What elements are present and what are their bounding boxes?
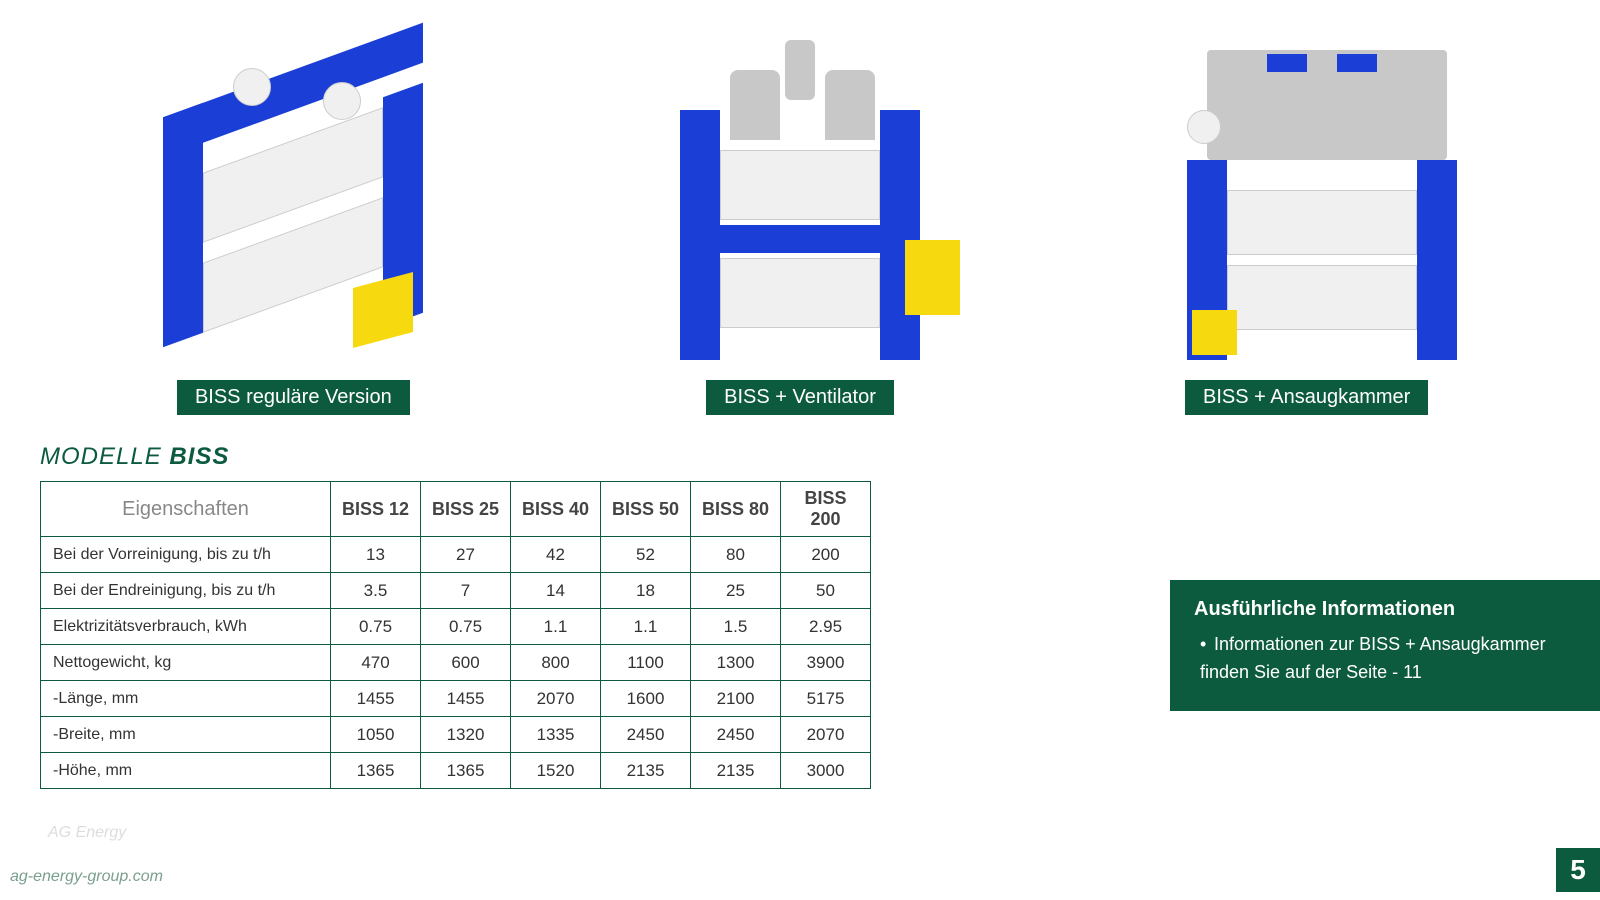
machine-label-3: BISS + Ansaugkammer bbox=[1185, 380, 1428, 415]
prop-cell: Bei der Vorreinigung, bis zu t/h bbox=[41, 537, 331, 573]
val-cell: 13 bbox=[331, 537, 421, 573]
prop-cell: Nettogewicht, kg bbox=[41, 645, 331, 681]
val-cell: 1600 bbox=[601, 681, 691, 717]
watermark: AG Energy bbox=[48, 824, 126, 842]
prop-cell: -Länge, mm bbox=[41, 681, 331, 717]
val-cell: 27 bbox=[421, 537, 511, 573]
table-body: Bei der Vorreinigung, bis zu t/h13274252… bbox=[41, 537, 871, 789]
val-cell: 0.75 bbox=[421, 609, 511, 645]
val-cell: 600 bbox=[421, 645, 511, 681]
th-properties: Eigenschaften bbox=[41, 482, 331, 537]
machines-row: BISS reguläre Version BISS + Ventilator bbox=[0, 0, 1600, 425]
prop-cell: Bei der Endreinigung, bis zu t/h bbox=[41, 573, 331, 609]
prop-cell: Elektrizitätsverbrauch, kWh bbox=[41, 609, 331, 645]
th-col-3: BISS 50 bbox=[601, 482, 691, 537]
val-cell: 1520 bbox=[511, 753, 601, 789]
val-cell: 1300 bbox=[691, 645, 781, 681]
val-cell: 1050 bbox=[331, 717, 421, 753]
val-cell: 7 bbox=[421, 573, 511, 609]
table-row: Nettogewicht, kg470600800110013003900 bbox=[41, 645, 871, 681]
th-col-5: BISS 200 bbox=[781, 482, 871, 537]
val-cell: 50 bbox=[781, 573, 871, 609]
table-row: Elektrizitätsverbrauch, kWh0.750.751.11.… bbox=[41, 609, 871, 645]
val-cell: 1455 bbox=[421, 681, 511, 717]
machine-col-1: BISS reguläre Version bbox=[60, 30, 527, 415]
info-box-body: •Informationen zur BISS + Ansaugkammer f… bbox=[1194, 631, 1576, 687]
val-cell: 18 bbox=[601, 573, 691, 609]
info-box-text: Informationen zur BISS + Ansaugkammer fi… bbox=[1200, 634, 1546, 682]
val-cell: 2135 bbox=[601, 753, 691, 789]
val-cell: 1365 bbox=[421, 753, 511, 789]
table-row: Bei der Vorreinigung, bis zu t/h13274252… bbox=[41, 537, 871, 573]
machine-image-ansaugkammer bbox=[1137, 30, 1477, 370]
val-cell: 470 bbox=[331, 645, 421, 681]
val-cell: 2.95 bbox=[781, 609, 871, 645]
val-cell: 200 bbox=[781, 537, 871, 573]
val-cell: 2070 bbox=[511, 681, 601, 717]
th-col-0: BISS 12 bbox=[331, 482, 421, 537]
machine-label-2: BISS + Ventilator bbox=[706, 380, 894, 415]
val-cell: 1335 bbox=[511, 717, 601, 753]
val-cell: 1.1 bbox=[601, 609, 691, 645]
info-box-title: Ausführliche Informationen bbox=[1194, 598, 1576, 621]
table-row: -Länge, mm145514552070160021005175 bbox=[41, 681, 871, 717]
val-cell: 2450 bbox=[601, 717, 691, 753]
val-cell: 2135 bbox=[691, 753, 781, 789]
val-cell: 1100 bbox=[601, 645, 691, 681]
val-cell: 52 bbox=[601, 537, 691, 573]
prop-cell: -Breite, mm bbox=[41, 717, 331, 753]
val-cell: 1320 bbox=[421, 717, 511, 753]
val-cell: 3000 bbox=[781, 753, 871, 789]
val-cell: 1.5 bbox=[691, 609, 781, 645]
val-cell: 1455 bbox=[331, 681, 421, 717]
val-cell: 2100 bbox=[691, 681, 781, 717]
machine-image-regular bbox=[123, 30, 463, 370]
val-cell: 14 bbox=[511, 573, 601, 609]
info-box: Ausführliche Informationen •Informatione… bbox=[1170, 580, 1600, 711]
val-cell: 3.5 bbox=[331, 573, 421, 609]
machine-label-1: BISS reguläre Version bbox=[177, 380, 410, 415]
spec-table: Eigenschaften BISS 12 BISS 25 BISS 40 BI… bbox=[40, 481, 871, 789]
val-cell: 1365 bbox=[331, 753, 421, 789]
table-row: Bei der Endreinigung, bis zu t/h3.571418… bbox=[41, 573, 871, 609]
th-col-2: BISS 40 bbox=[511, 482, 601, 537]
val-cell: 80 bbox=[691, 537, 781, 573]
page-number: 5 bbox=[1556, 848, 1600, 892]
th-col-1: BISS 25 bbox=[421, 482, 511, 537]
val-cell: 2450 bbox=[691, 717, 781, 753]
table-header-row: Eigenschaften BISS 12 BISS 25 BISS 40 BI… bbox=[41, 482, 871, 537]
val-cell: 2070 bbox=[781, 717, 871, 753]
section-title-prefix: MODELLE bbox=[40, 443, 169, 470]
machine-col-2: BISS + Ventilator bbox=[567, 30, 1034, 415]
val-cell: 1.1 bbox=[511, 609, 601, 645]
val-cell: 3900 bbox=[781, 645, 871, 681]
val-cell: 42 bbox=[511, 537, 601, 573]
val-cell: 0.75 bbox=[331, 609, 421, 645]
val-cell: 25 bbox=[691, 573, 781, 609]
table-row: -Breite, mm105013201335245024502070 bbox=[41, 717, 871, 753]
section-title-bold: BISS bbox=[169, 443, 229, 470]
section-title: MODELLE BISS bbox=[0, 425, 1600, 481]
footer-url: ag-energy-group.com bbox=[10, 868, 163, 886]
th-col-4: BISS 80 bbox=[691, 482, 781, 537]
val-cell: 5175 bbox=[781, 681, 871, 717]
prop-cell: -Höhe, mm bbox=[41, 753, 331, 789]
machine-col-3: BISS + Ansaugkammer bbox=[1073, 30, 1540, 415]
table-row: -Höhe, mm136513651520213521353000 bbox=[41, 753, 871, 789]
val-cell: 800 bbox=[511, 645, 601, 681]
machine-image-ventilator bbox=[630, 30, 970, 370]
